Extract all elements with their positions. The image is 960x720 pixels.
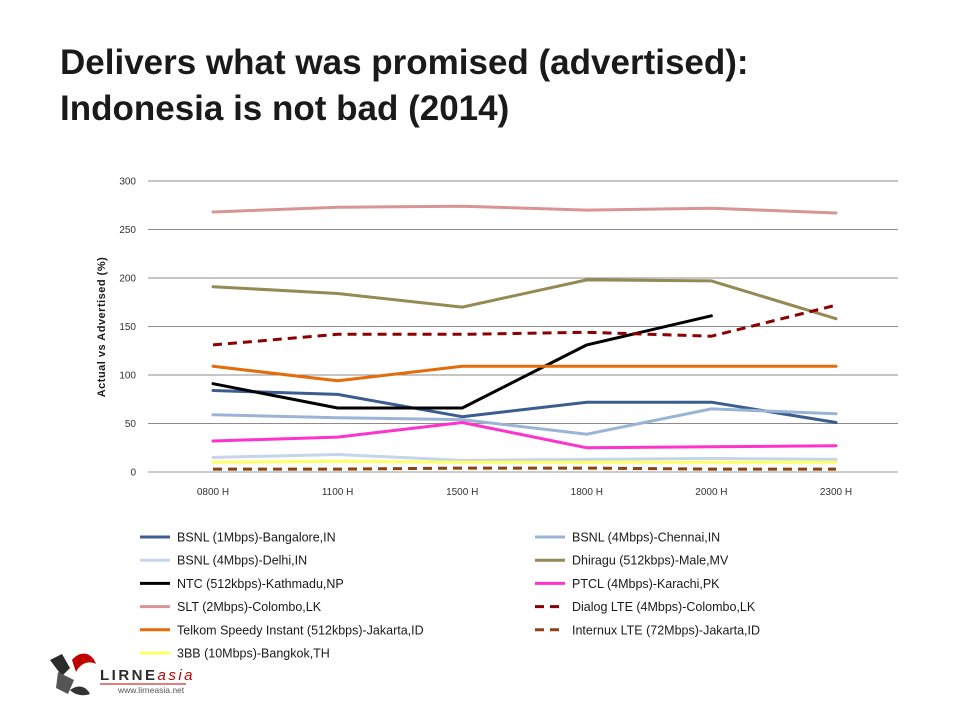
series-line-7 bbox=[211, 204, 838, 215]
legend-item: PTCL (4Mbps)-Karachi,PK bbox=[535, 577, 720, 591]
legend-label: Internux LTE (72Mbps)-Jakarta,ID bbox=[572, 623, 760, 637]
x-tick-label: 2300 H bbox=[820, 487, 852, 498]
y-axis-title: Actual vs Advertised (%) bbox=[96, 257, 108, 398]
y-tick-label: 100 bbox=[119, 371, 136, 382]
slide-title-line-2: Indonesia is not bad (2014) bbox=[60, 89, 510, 128]
chart-legend: BSNL (1Mbps)-Bangalore,IN BSNL (4Mbps)-Ch… bbox=[140, 531, 760, 661]
series-line-10 bbox=[213, 466, 836, 471]
x-tick-label: 2000 H bbox=[695, 487, 727, 498]
x-tick-label: 1100 H bbox=[322, 487, 354, 498]
legend-label: Dialog LTE (4Mbps)-Colombo,LK bbox=[572, 600, 756, 614]
y-tick-label: 300 bbox=[119, 177, 136, 188]
legend-label: BSNL (4Mbps)-Chennai,IN bbox=[572, 531, 720, 545]
series-line-4 bbox=[211, 278, 838, 321]
logo-name: LIRNEasia bbox=[100, 667, 195, 684]
legend-label: 3BB (10Mbps)-Bangkok,TH bbox=[177, 647, 330, 661]
legend-label: Telkom Speedy Instant (512kbps)-Jakarta,… bbox=[177, 623, 424, 637]
x-tick-label: 1800 H bbox=[571, 487, 603, 498]
legend-item: Telkom Speedy Instant (512kbps)-Jakarta,… bbox=[140, 623, 424, 637]
y-tick-label: 50 bbox=[125, 419, 137, 430]
legend-item: BSNL (4Mbps)-Delhi,IN bbox=[140, 554, 307, 568]
lirneasia-logo: LIRNEasia www.lirneasia.net bbox=[50, 653, 195, 696]
series-line-11 bbox=[211, 459, 838, 464]
series-line-9 bbox=[211, 364, 838, 383]
y-tick-label: 150 bbox=[119, 322, 136, 333]
y-tick-label: 250 bbox=[119, 225, 136, 236]
chart-series bbox=[211, 204, 838, 471]
legend-label: SLT (2Mbps)-Colombo,LK bbox=[177, 600, 322, 614]
legend-label: Dhiragu (512kbps)-Male,MV bbox=[572, 554, 729, 568]
slide-title-line-1: Delivers what was promised (advertised): bbox=[60, 43, 749, 82]
legend-item: NTC (512kbps)-Kathmadu,NP bbox=[140, 577, 344, 591]
legend-item: BSNL (1Mbps)-Bangalore,IN bbox=[140, 531, 336, 545]
y-tick-label: 200 bbox=[119, 274, 136, 285]
legend-label: NTC (512kbps)-Kathmadu,NP bbox=[177, 577, 344, 591]
y-axis-tick-labels: 0 50 100 150 200 250 300 bbox=[119, 177, 136, 479]
x-tick-label: 1500 H bbox=[446, 487, 478, 498]
logo-url: www.lirneasia.net bbox=[117, 685, 185, 695]
legend-item: SLT (2Mbps)-Colombo,LK bbox=[140, 600, 322, 614]
series-line-2 bbox=[211, 407, 838, 436]
legend-item: Dhiragu (512kbps)-Male,MV bbox=[535, 554, 729, 568]
legend-label: BSNL (4Mbps)-Delhi,IN bbox=[177, 554, 307, 568]
legend-item: BSNL (4Mbps)-Chennai,IN bbox=[535, 531, 720, 545]
series-line-8 bbox=[212, 303, 837, 347]
series-line-6 bbox=[211, 421, 838, 450]
legend-item: 3BB (10Mbps)-Bangkok,TH bbox=[140, 647, 330, 661]
x-tick-label: 0800 H bbox=[197, 487, 229, 498]
y-tick-label: 0 bbox=[130, 468, 136, 479]
chart-gridlines bbox=[148, 180, 898, 473]
series-line-3 bbox=[211, 453, 838, 462]
legend-item: Dialog LTE (4Mbps)-Colombo,LK bbox=[535, 600, 756, 614]
series-line-1 bbox=[211, 389, 838, 424]
legend-label: BSNL (1Mbps)-Bangalore,IN bbox=[177, 531, 336, 545]
legend-label: PTCL (4Mbps)-Karachi,PK bbox=[572, 577, 720, 591]
lirneasia-logo-icon bbox=[50, 653, 96, 696]
x-axis-tick-labels: 0800 H 1100 H 1500 H 1800 H 2000 H 2300 H bbox=[197, 487, 852, 498]
legend-item: Internux LTE (72Mbps)-Jakarta,ID bbox=[535, 623, 760, 637]
series-line-5 bbox=[211, 314, 713, 410]
slide-title: Delivers what was promised (advertised):… bbox=[60, 40, 920, 132]
